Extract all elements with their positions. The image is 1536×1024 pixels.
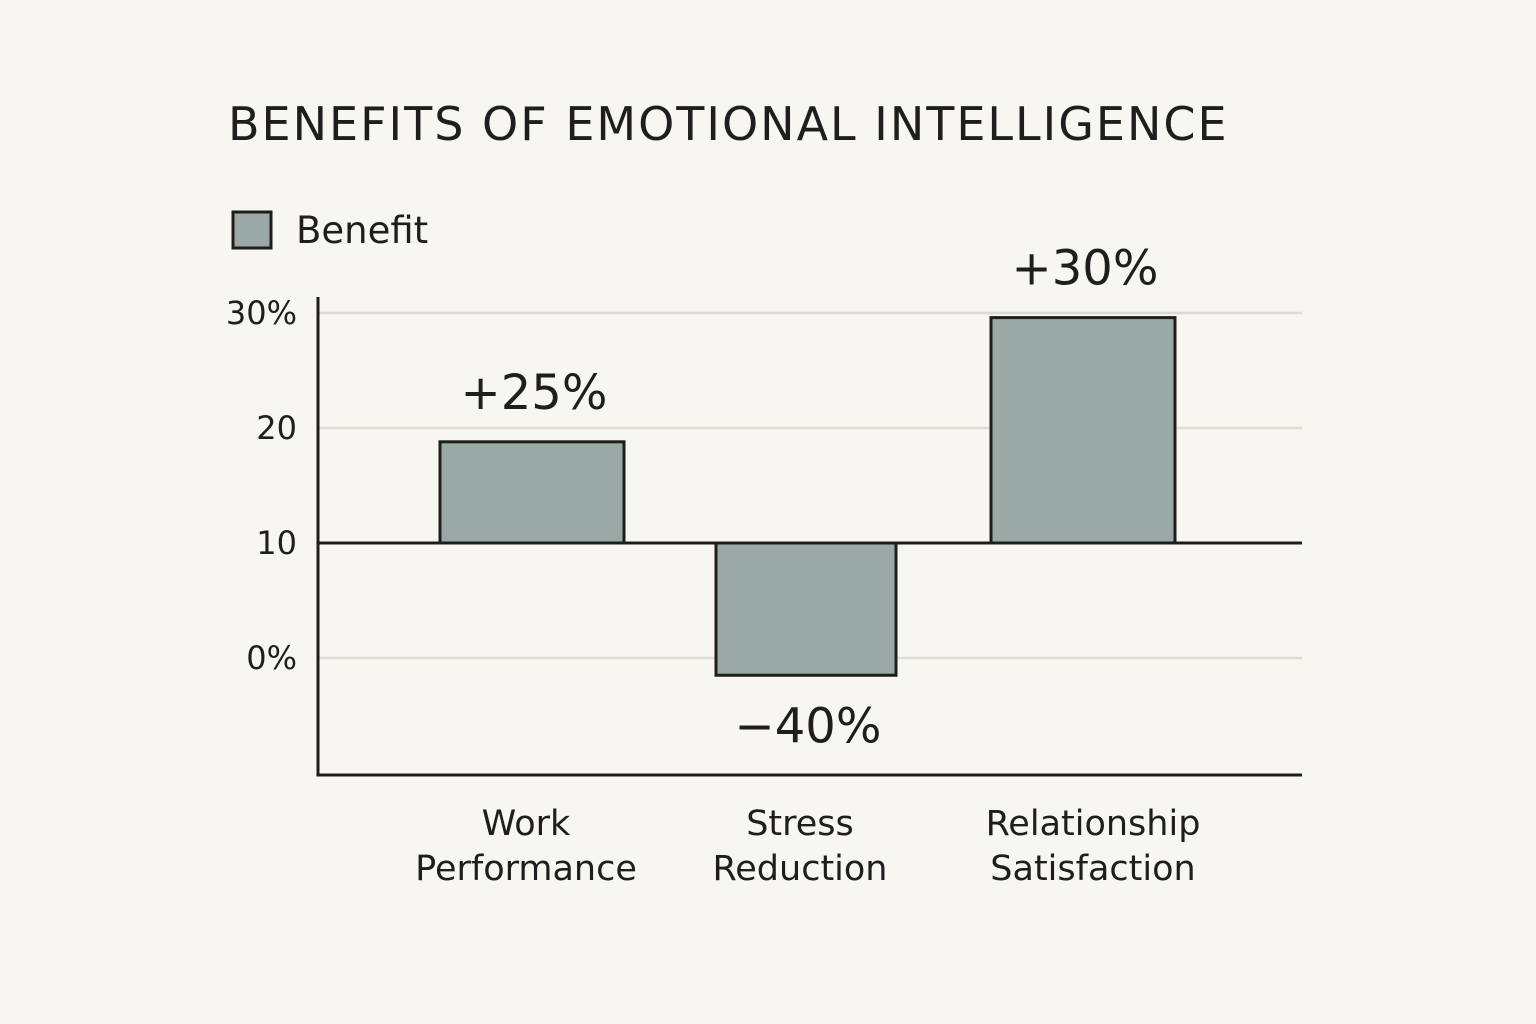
category-labels: Work Performance Stress Reduction Relationsh… bbox=[415, 804, 1200, 889]
y-tick-label: 10 bbox=[256, 524, 297, 562]
axes bbox=[316, 297, 1302, 777]
legend-swatch bbox=[231, 210, 273, 250]
data-label: +25% bbox=[461, 365, 608, 421]
category-label: Stress bbox=[746, 804, 854, 844]
y-tick-label: 0% bbox=[246, 639, 297, 677]
category-label: Work bbox=[482, 804, 571, 844]
y-tick-label: 20 bbox=[256, 409, 297, 447]
chart-title: BENEFITS OF EMOTIONAL INTELLIGENCE bbox=[228, 97, 1229, 151]
category-label: Satisfaction bbox=[990, 849, 1195, 889]
category-label: Relationship bbox=[986, 804, 1201, 844]
data-label: −40% bbox=[735, 698, 882, 754]
y-tick-labels: 30% 20 10 0% bbox=[226, 294, 297, 677]
y-tick-label: 30% bbox=[226, 294, 297, 332]
bar bbox=[438, 440, 626, 545]
data-labels: +25% −40% +30% bbox=[461, 241, 1159, 755]
data-label: +30% bbox=[1012, 241, 1159, 297]
bar bbox=[989, 316, 1177, 545]
category-label: Performance bbox=[415, 849, 637, 889]
legend-label: Benefit bbox=[296, 209, 428, 252]
bar bbox=[714, 541, 898, 677]
category-label: Reduction bbox=[713, 849, 888, 889]
